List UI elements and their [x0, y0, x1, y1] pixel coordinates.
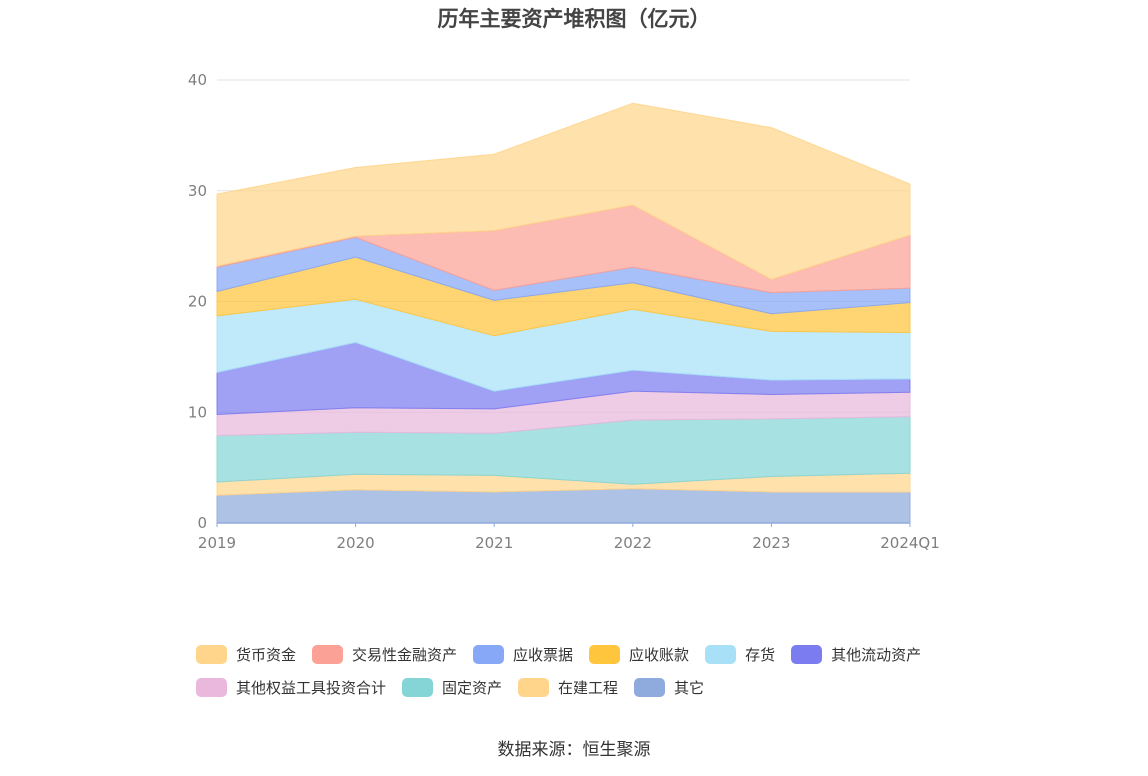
area-10 — [216, 102, 911, 280]
x-tick-label: 2023 — [752, 534, 790, 552]
y-tick-label: 40 — [188, 71, 207, 89]
legend-label: 其他权益工具投资合计 — [236, 679, 387, 697]
x-tick-label: 2019 — [198, 534, 236, 552]
legend-label: 存货 — [745, 646, 776, 664]
legend-row: 其他权益工具投资合计 固定资产 在建工程 其它 — [196, 671, 976, 704]
legend-label: 其他流动资产 — [831, 646, 922, 664]
legend-label: 交易性金融资产 — [352, 646, 458, 664]
legend-item[interactable]: 存货 — [705, 644, 775, 665]
legend-label: 固定资产 — [442, 679, 503, 697]
x-tick-label: 2020 — [337, 534, 375, 552]
chart-title: 历年主要资产堆积图（亿元） — [437, 7, 711, 31]
legend-swatch — [312, 645, 344, 664]
legend-item[interactable]: 应收账款 — [589, 644, 689, 665]
y-tick-label: 0 — [197, 514, 207, 532]
legend-item[interactable]: 其他权益工具投资合计 — [196, 677, 386, 698]
stacked-area-chart: 0 10 20 30 40 2019 2020 2021 2022 2023 2024Q1 — [188, 71, 940, 552]
legend-row: 货币资金 交易性金融资产 应收票据 应收账款 存货 其他流动资产 — [196, 638, 976, 671]
legend-swatch — [518, 678, 550, 697]
area-series — [216, 102, 911, 524]
legend-swatch — [402, 678, 434, 697]
legend-item[interactable]: 货币资金 — [196, 644, 296, 665]
legend-swatch — [705, 645, 737, 664]
legend: 货币资金 交易性金融资产 应收票据 应收账款 存货 其他流动资产 其他权益工具投资合计 固定… — [196, 638, 976, 704]
legend-item[interactable]: 固定资产 — [402, 677, 502, 698]
legend-label: 在建工程 — [558, 679, 619, 697]
legend-label: 应收票据 — [513, 646, 574, 664]
legend-item[interactable]: 交易性金融资产 — [312, 644, 457, 665]
legend-item[interactable]: 其它 — [634, 677, 704, 698]
legend-label: 应收账款 — [629, 646, 690, 664]
legend-swatch — [473, 645, 505, 664]
legend-swatch — [196, 678, 227, 697]
y-tick-label: 20 — [188, 293, 207, 311]
legend-swatch — [791, 645, 823, 664]
y-tick-label: 30 — [188, 182, 207, 200]
legend-swatch — [196, 645, 227, 664]
legend-item[interactable]: 其他流动资产 — [791, 644, 921, 665]
legend-swatch — [589, 645, 621, 664]
y-tick-label: 10 — [188, 403, 207, 421]
source-note: 数据来源：恒生聚源 — [497, 740, 651, 760]
legend-item[interactable]: 在建工程 — [518, 677, 618, 698]
legend-label: 其它 — [674, 679, 705, 697]
x-tick-label: 2024Q1 — [880, 534, 940, 552]
legend-item[interactable]: 应收票据 — [473, 644, 573, 665]
area-1 — [216, 488, 911, 524]
x-tick-label: 2022 — [614, 534, 652, 552]
legend-label: 货币资金 — [236, 646, 297, 664]
legend-swatch — [634, 678, 666, 697]
x-tick-label: 2021 — [475, 534, 513, 552]
axes: 0 10 20 30 40 2019 2020 2021 2022 2023 2024Q1 — [188, 71, 940, 552]
